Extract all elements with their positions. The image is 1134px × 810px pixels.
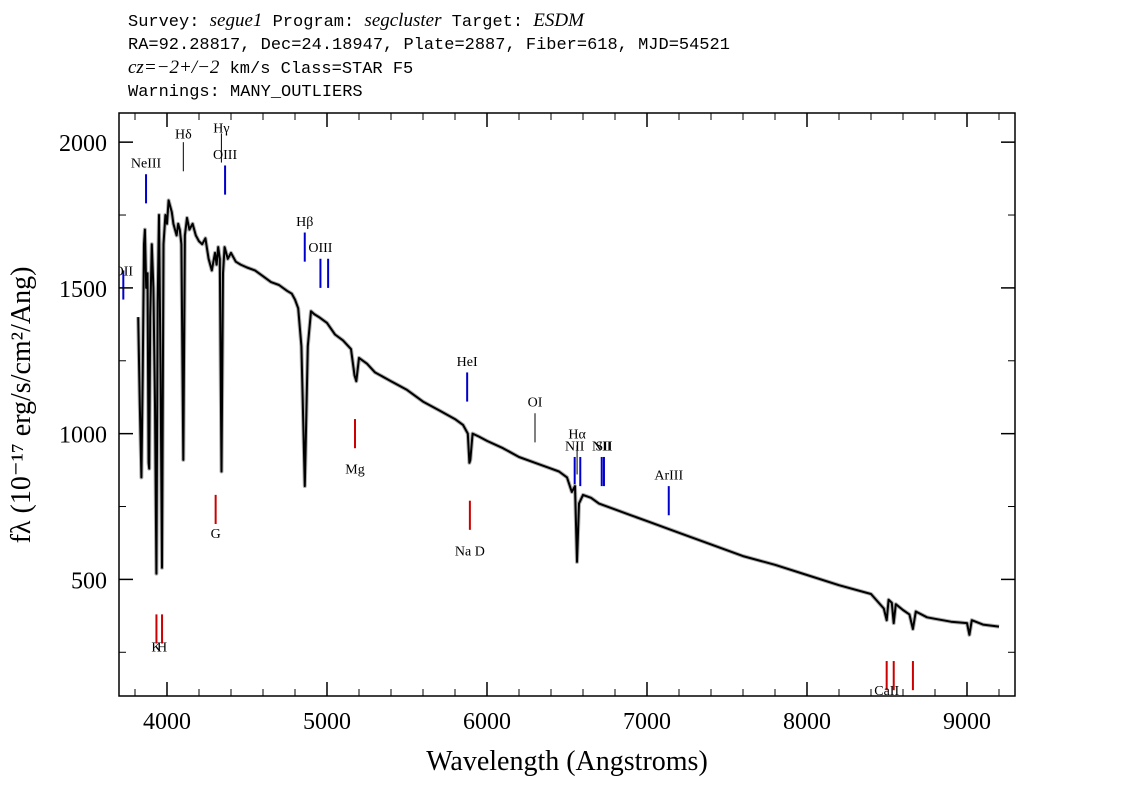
target-value: ESDM bbox=[533, 10, 584, 31]
header-line-survey: Survey: segue1 Program: segcluster Targe… bbox=[128, 10, 730, 35]
line-marker-label: NII bbox=[592, 439, 612, 454]
line-marker-label: NeIII bbox=[131, 157, 162, 172]
line-marker-label: OIII bbox=[308, 241, 332, 256]
x-axis-label: Wavelength (Angstroms) bbox=[426, 746, 708, 777]
x-tick-label: 5000 bbox=[303, 709, 351, 735]
line-marker-label: Na D bbox=[455, 544, 485, 559]
line-marker-label: K bbox=[151, 640, 161, 655]
x-tick-label: 6000 bbox=[463, 709, 511, 735]
line-marker-label: OIII bbox=[213, 148, 237, 163]
y-axis-label: fλ (10⁻¹⁷ erg/s/cm²/Ang) bbox=[6, 267, 37, 544]
x-tick-label: 7000 bbox=[623, 709, 671, 735]
header-line-coordinates: RA=92.28817, Dec=24.18947, Plate=2887, F… bbox=[128, 35, 730, 55]
line-marker-label: NII bbox=[565, 439, 585, 454]
line-marker-label: OI bbox=[528, 396, 543, 411]
class-value: km/s Class=STAR F5 bbox=[229, 60, 414, 79]
line-marker-label: SII bbox=[595, 439, 612, 454]
plot-frame bbox=[118, 112, 1016, 697]
x-tick-label: 9000 bbox=[943, 709, 991, 735]
line-marker-label: Hγ bbox=[213, 122, 229, 137]
y-tick-label: 1000 bbox=[59, 423, 107, 449]
line-marker-label: Hβ bbox=[296, 215, 313, 230]
target-label: Target: bbox=[451, 13, 524, 32]
line-marker-label: Hδ bbox=[175, 127, 192, 142]
line-marker-label: Hα bbox=[568, 428, 586, 443]
line-marker-label: H bbox=[157, 640, 167, 655]
y-tick-label: 500 bbox=[71, 568, 107, 594]
survey-label: Survey: bbox=[128, 13, 200, 32]
y-tick-label: 1500 bbox=[59, 277, 107, 303]
x-tick-label: 4000 bbox=[143, 709, 191, 735]
survey-value: segue1 bbox=[209, 10, 263, 31]
spectrum-error-band bbox=[136, 198, 1000, 637]
line-marker-label: OII bbox=[114, 264, 134, 279]
spectrum-line bbox=[137, 199, 1000, 636]
line-marker-label: HeI bbox=[457, 355, 478, 370]
y-tick-label: 2000 bbox=[59, 131, 107, 157]
spectrum-series bbox=[136, 198, 1000, 637]
redshift-value: cz=−2+/−2 bbox=[128, 57, 220, 78]
line-marker-label: G bbox=[211, 527, 221, 542]
spectrum-header: Survey: segue1 Program: segcluster Targe… bbox=[128, 10, 730, 104]
program-label: Program: bbox=[272, 13, 355, 32]
program-value: segcluster bbox=[364, 10, 442, 31]
x-tick-label: 8000 bbox=[783, 709, 831, 735]
header-line-warnings: Warnings: MANY_OUTLIERS bbox=[128, 82, 363, 102]
line-marker-label: Mg bbox=[345, 463, 364, 478]
axis-ticks: 4000 5000 6000 7000 8000 9000 500 1000 1500 2000 bbox=[59, 113, 1015, 735]
line-marker-label: ArIII bbox=[654, 468, 683, 483]
header-line-redshift: cz=−2+/−2 km/s Class=STAR F5 bbox=[128, 57, 730, 82]
line-marker-label: CaII bbox=[874, 684, 899, 699]
